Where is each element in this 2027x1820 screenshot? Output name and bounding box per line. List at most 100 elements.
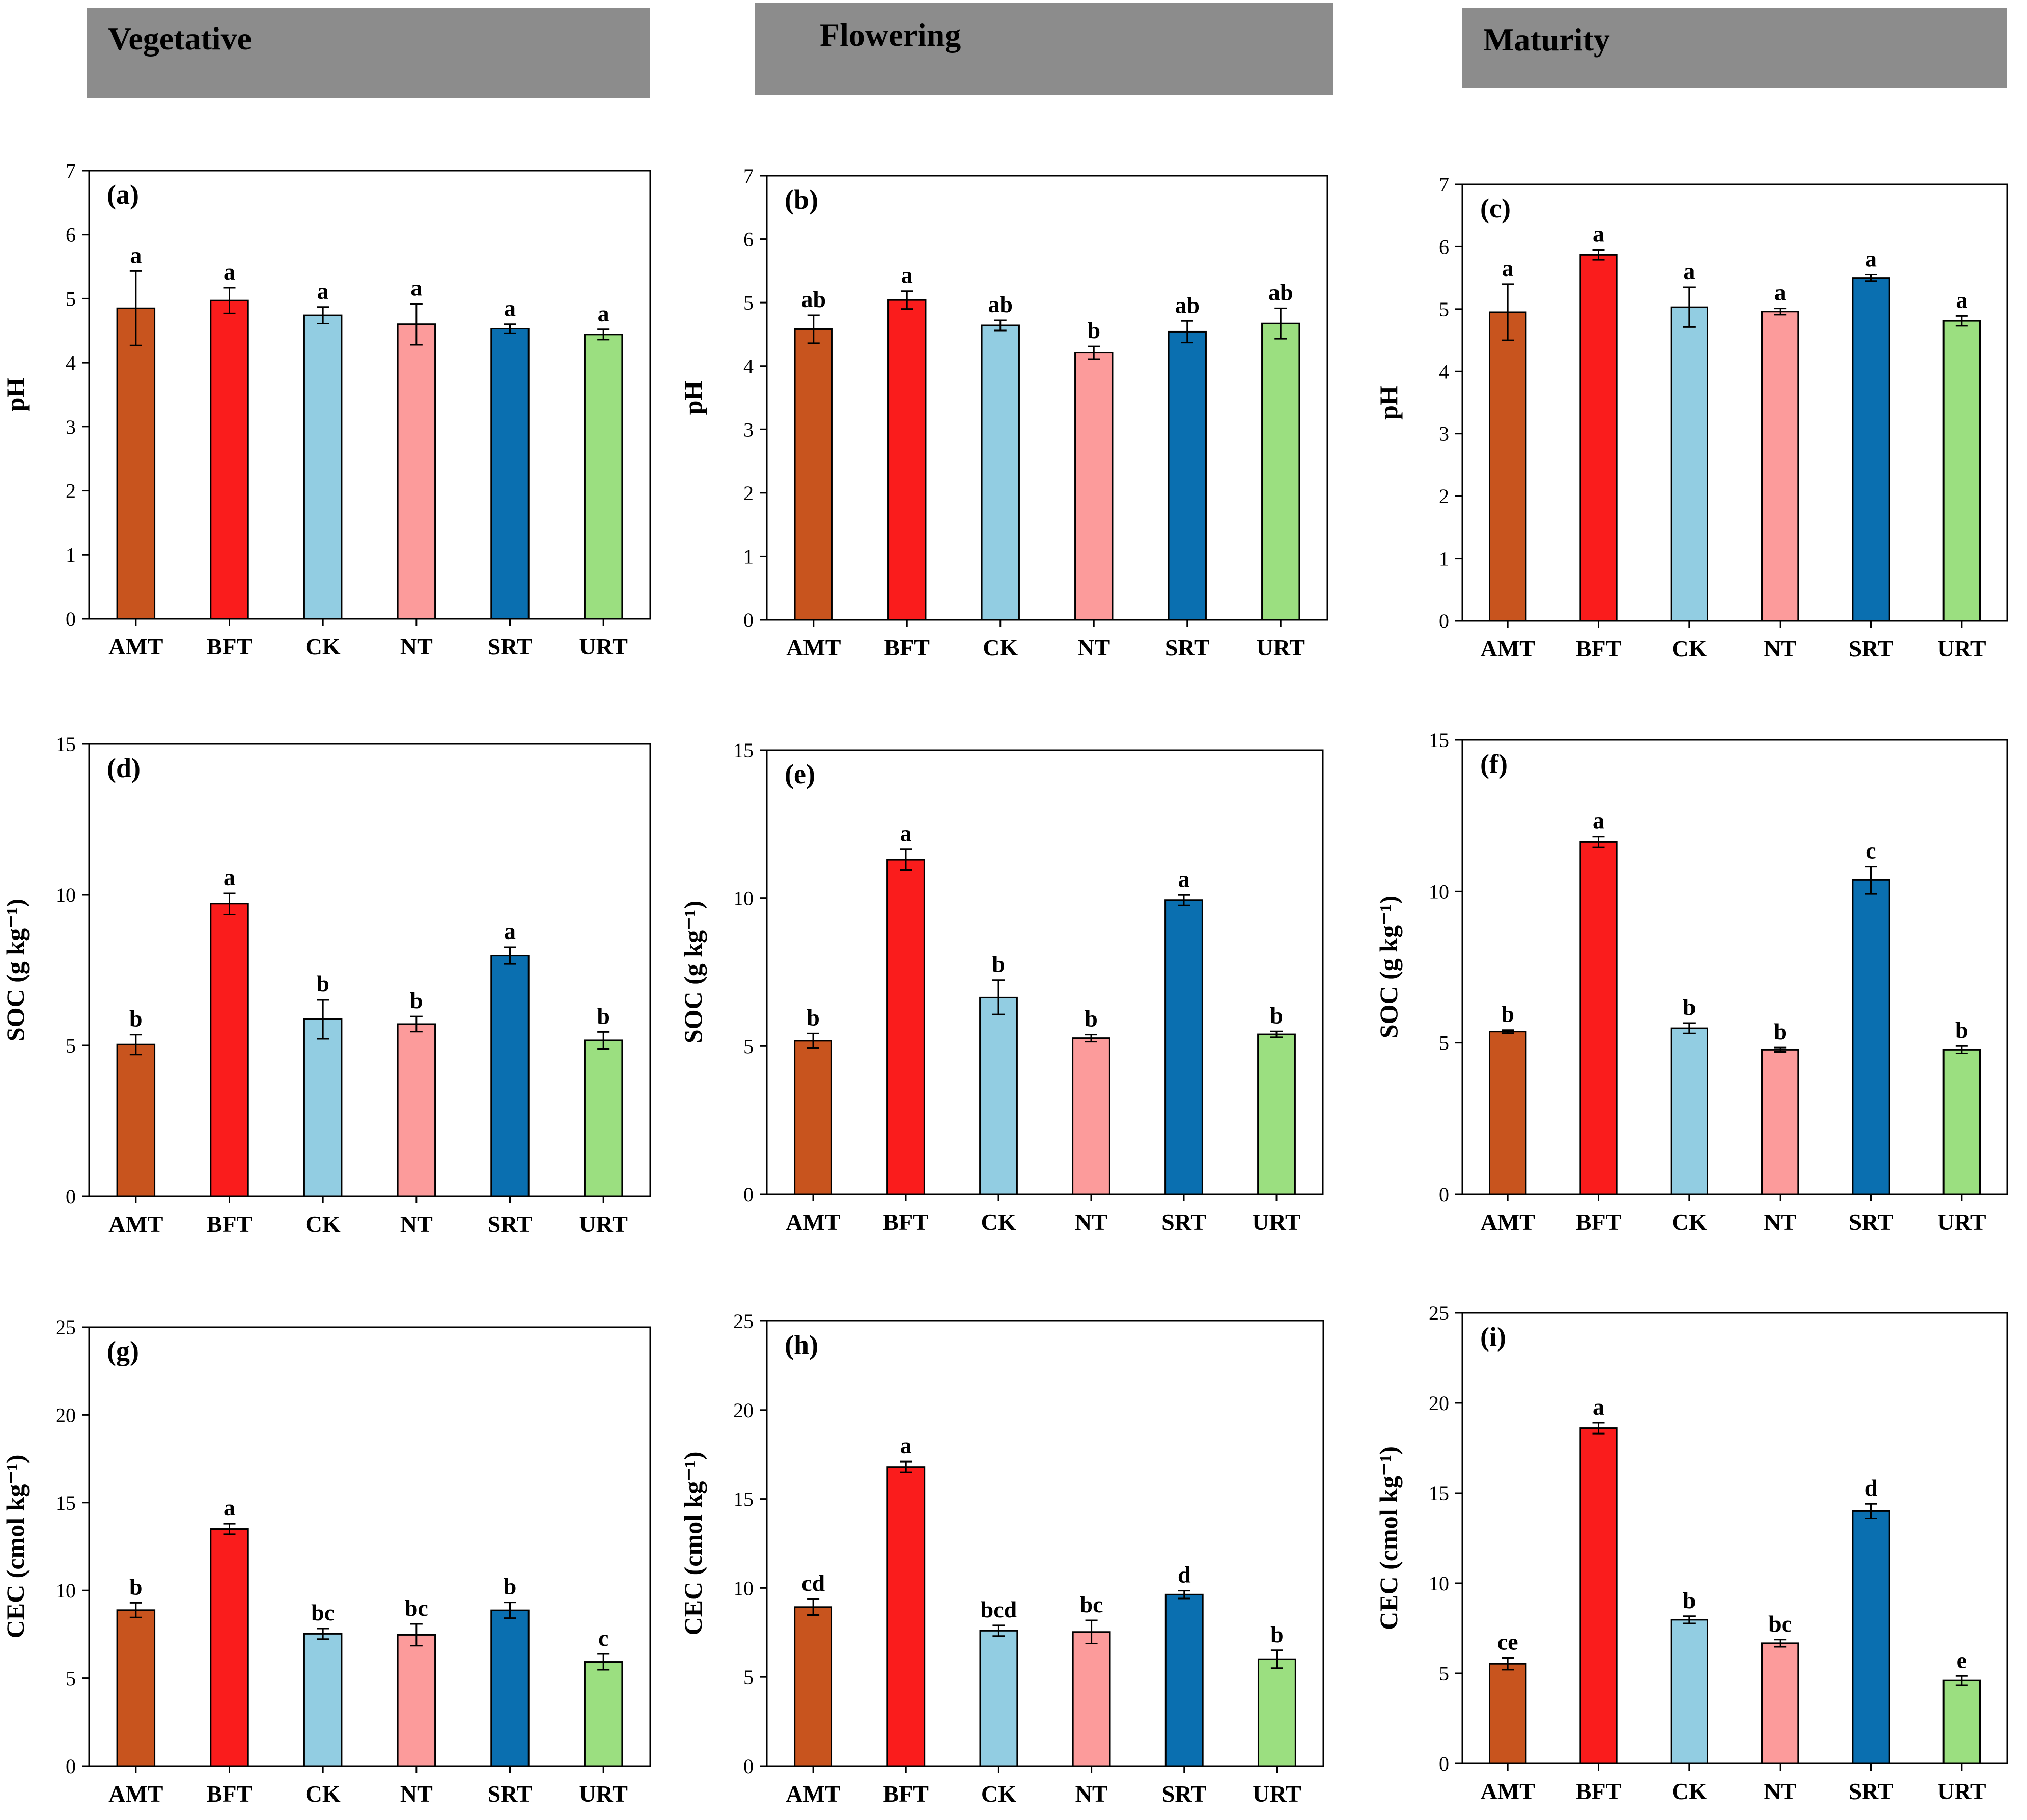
significance-letter: b [410, 987, 423, 1013]
y-axis-label: SOC (g kg⁻¹) [1, 899, 30, 1041]
chart-panel-e: 0 5 10 15 SOC (g kg⁻¹) (e) b AMT a BFT b CK b NT a SRT b… [679, 739, 1324, 1235]
x-tick-label: AMT [786, 635, 841, 660]
y-tick-label: 5 [743, 1035, 754, 1058]
bar-bft [210, 299, 249, 620]
y-tick-label: 3 [66, 416, 76, 438]
chart-panels: 0 1 2 3 4 5 6 7 pH (a) a AMT a BFT a CK a NT a SRT a URT 0 1 2 3 4… [1, 159, 2008, 1807]
x-tick-label: AMT [786, 1209, 840, 1235]
plot-frame [88, 170, 651, 620]
y-tick-label: 15 [733, 739, 754, 762]
bar-nt [1074, 352, 1114, 621]
plot-frame [1461, 183, 2008, 622]
x-tick-label: BFT [884, 635, 930, 660]
y-tick-label: 5 [1439, 1662, 1449, 1685]
y-tick-label: 25 [55, 1316, 76, 1339]
significance-letter: b [1501, 1001, 1514, 1027]
bar-bft [1579, 841, 1618, 1195]
chart-panel-b: 0 1 2 3 4 5 6 7 pH (b) ab AMT a BFT ab CK b NT ab SRT ab URT [679, 164, 1328, 660]
y-axis-label: CEC (cmol kg⁻¹) [1374, 1446, 1403, 1630]
bar-srt [490, 1609, 530, 1767]
stage-header-label: Vegetative [108, 20, 252, 57]
significance-letter: a [317, 278, 329, 304]
plot-frame [88, 743, 651, 1197]
y-tick-label: 0 [1439, 1752, 1449, 1775]
x-tick-label: SRT [1165, 635, 1210, 660]
significance-letter: a [224, 259, 235, 285]
bar-amt [116, 1043, 156, 1197]
significance-letter: b [992, 951, 1005, 977]
chart-panel-d: 0 5 10 15 SOC (g kg⁻¹) (d) b AMT a BFT b CK b NT a SRT b… [1, 733, 651, 1237]
bar-ck [303, 1018, 343, 1197]
bar-urt [584, 1039, 623, 1197]
bar-bft [1579, 254, 1618, 622]
significance-letter: a [1178, 866, 1190, 892]
x-tick-label: AMT [1481, 1209, 1535, 1235]
y-tick-label: 6 [743, 228, 754, 251]
plot-frame [766, 749, 1324, 1195]
bar-srt [1168, 330, 1207, 621]
stage-header-box [755, 3, 1333, 95]
significance-letter: b [1270, 1621, 1284, 1647]
x-tick-label: BFT [207, 1211, 252, 1237]
chart-panel-f: 0 5 10 15 SOC (g kg⁻¹) (f) b AMT a BFT b CK b NT c SRT b… [1374, 729, 2008, 1235]
significance-letter: bcd [981, 1596, 1017, 1622]
bar-urt [1261, 322, 1300, 621]
significance-letter: a [1593, 1394, 1604, 1420]
x-tick-label: SRT [1162, 1781, 1207, 1807]
significance-letter: c [1866, 838, 1876, 864]
stage-header-flowering: Flowering [755, 3, 1333, 95]
significance-letter: ab [1175, 292, 1200, 318]
x-tick-label: URT [579, 633, 628, 659]
bar-urt [1257, 1658, 1296, 1767]
significance-letter: bc [1768, 1611, 1792, 1637]
bar-ck [303, 1633, 343, 1767]
x-tick-label: URT [1937, 1778, 1986, 1804]
plot-frame [1461, 1312, 2008, 1764]
bar-ck [1670, 306, 1709, 622]
significance-letter: ab [801, 286, 826, 312]
significance-letter: a [900, 1432, 912, 1458]
bar-bft [886, 859, 925, 1195]
y-tick-label: 4 [743, 355, 754, 378]
y-tick-label: 0 [743, 609, 754, 631]
significance-letter: d [1865, 1475, 1878, 1501]
significance-letter: b [1683, 994, 1696, 1020]
bar-amt [1489, 1663, 1527, 1764]
x-tick-label: SRT [1849, 1209, 1894, 1235]
y-tick-label: 10 [1429, 880, 1449, 903]
y-tick-label: 5 [1439, 298, 1449, 321]
stage-header-maturity: Maturity [1462, 8, 2007, 88]
x-tick-label: SRT [1849, 636, 1894, 661]
y-tick-label: 20 [55, 1403, 76, 1426]
x-tick-label: CK [981, 1209, 1016, 1235]
x-tick-label: URT [1253, 1781, 1301, 1807]
y-axis-label: SOC (g kg⁻¹) [679, 901, 707, 1043]
chart-panel-a: 0 1 2 3 4 5 6 7 pH (a) a AMT a BFT a CK a NT a SRT a URT [1, 159, 651, 659]
x-tick-label: AMT [1481, 636, 1535, 661]
significance-letter: b [1087, 317, 1100, 343]
bar-srt [490, 328, 530, 620]
x-tick-label: NT [1075, 1209, 1107, 1235]
bar-srt [1852, 1510, 1890, 1764]
bar-nt [1761, 1049, 1799, 1195]
x-tick-label: URT [1937, 1209, 1986, 1235]
bar-srt [490, 955, 530, 1197]
y-axis-label: pH [1, 378, 30, 412]
x-tick-label: AMT [108, 1211, 163, 1237]
x-tick-label: AMT [108, 1781, 163, 1807]
y-tick-label: 5 [66, 1034, 76, 1057]
significance-letter: b [807, 1004, 820, 1030]
bar-nt [397, 1634, 436, 1767]
x-tick-label: URT [579, 1211, 628, 1237]
significance-letter: e [1957, 1647, 1967, 1673]
plot-frame [88, 1326, 651, 1767]
bar-nt [397, 1023, 436, 1197]
y-tick-label: 5 [743, 291, 754, 314]
stage-header-vegetative: Vegetative [87, 8, 650, 98]
bar-ck [979, 1630, 1018, 1767]
significance-letter: a [224, 864, 235, 890]
y-tick-label: 5 [1439, 1032, 1449, 1055]
x-tick-label: NT [1764, 1209, 1796, 1235]
x-tick-label: URT [1252, 1209, 1301, 1235]
